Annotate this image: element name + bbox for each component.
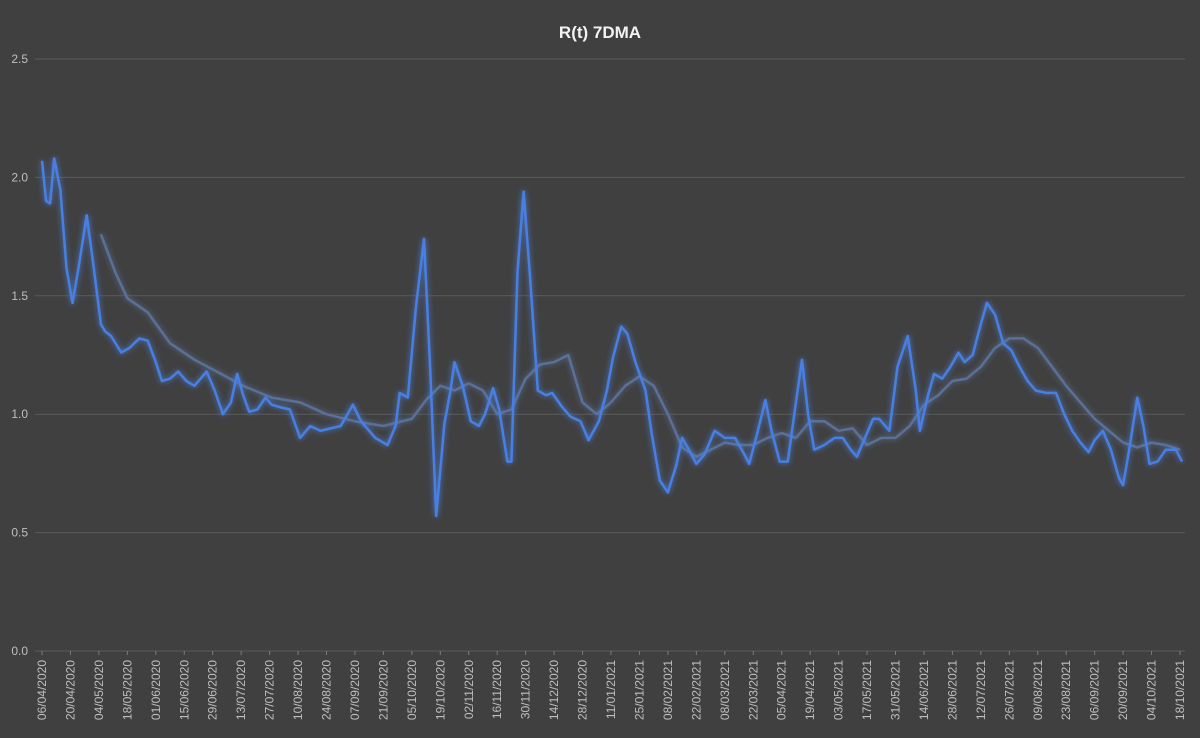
y-tick-label: 2.5 [11,52,28,66]
x-tick-label: 01/06/2020 [149,660,163,720]
x-tick-label: 25/01/2021 [632,660,646,720]
x-tick-label: 26/07/2021 [1002,660,1016,720]
x-tick-label: 19/04/2021 [803,660,817,720]
series-line [99,233,1181,459]
x-tick-label: 18/05/2020 [120,660,134,720]
x-tick-label: 04/10/2021 [1145,660,1159,720]
x-tick-label: 13/07/2020 [234,660,248,720]
y-tick-label: 1.0 [11,407,28,421]
x-tick-label: 31/05/2021 [889,660,903,720]
x-tick-label: 15/06/2020 [177,660,191,720]
x-tick-label: 14/06/2021 [917,660,931,720]
x-tick-label: 17/05/2021 [860,660,874,720]
y-tick-label: 2.0 [11,170,28,184]
x-tick-label: 21/09/2020 [376,660,390,720]
x-tick-label: 19/10/2020 [433,660,447,720]
x-tick-label: 18/10/2021 [1173,660,1187,720]
y-tick-label: 0.0 [11,644,28,658]
chart-title: R(t) 7DMA [559,23,641,42]
x-tick-label: 06/04/2020 [35,660,49,720]
x-tick-label: 28/06/2021 [945,660,959,720]
x-tick-label: 29/06/2020 [206,660,220,720]
x-tick-label: 09/08/2021 [1031,660,1045,720]
x-tick-label: 05/04/2021 [775,660,789,720]
x-tick-label: 27/07/2020 [263,660,277,720]
x-tick-label: 08/03/2021 [718,660,732,720]
x-tick-label: 22/03/2021 [746,660,760,720]
x-tick-label: 03/05/2021 [832,660,846,720]
x-tick-label: 12/07/2021 [974,660,988,720]
x-tick-label: 05/10/2020 [405,660,419,720]
x-tick-label: 04/05/2020 [92,660,106,720]
x-tick-label: 06/09/2021 [1088,660,1102,720]
x-tick-label: 23/08/2021 [1059,660,1073,720]
x-tick-label: 28/12/2020 [576,660,590,720]
x-tick-label: 20/04/2020 [63,660,77,720]
y-tick-label: 1.5 [11,289,28,303]
x-tick-label: 22/02/2021 [689,660,703,720]
x-tick-label: 10/08/2020 [291,660,305,720]
x-tick-label: 11/01/2021 [604,660,618,719]
x-tick-label: 08/02/2021 [661,660,675,720]
x-tick-label: 24/08/2020 [320,660,334,720]
x-tick-label: 07/09/2020 [348,660,362,720]
y-tick-label: 0.5 [11,526,28,540]
x-tick-label: 16/11/2020 [490,660,504,719]
x-tick-label: 02/11/2020 [462,660,476,719]
x-tick-label: 20/09/2021 [1116,660,1130,720]
series-line [40,157,1184,518]
x-tick-label: 14/12/2020 [547,660,561,720]
x-tick-label: 30/11/2020 [519,660,533,719]
